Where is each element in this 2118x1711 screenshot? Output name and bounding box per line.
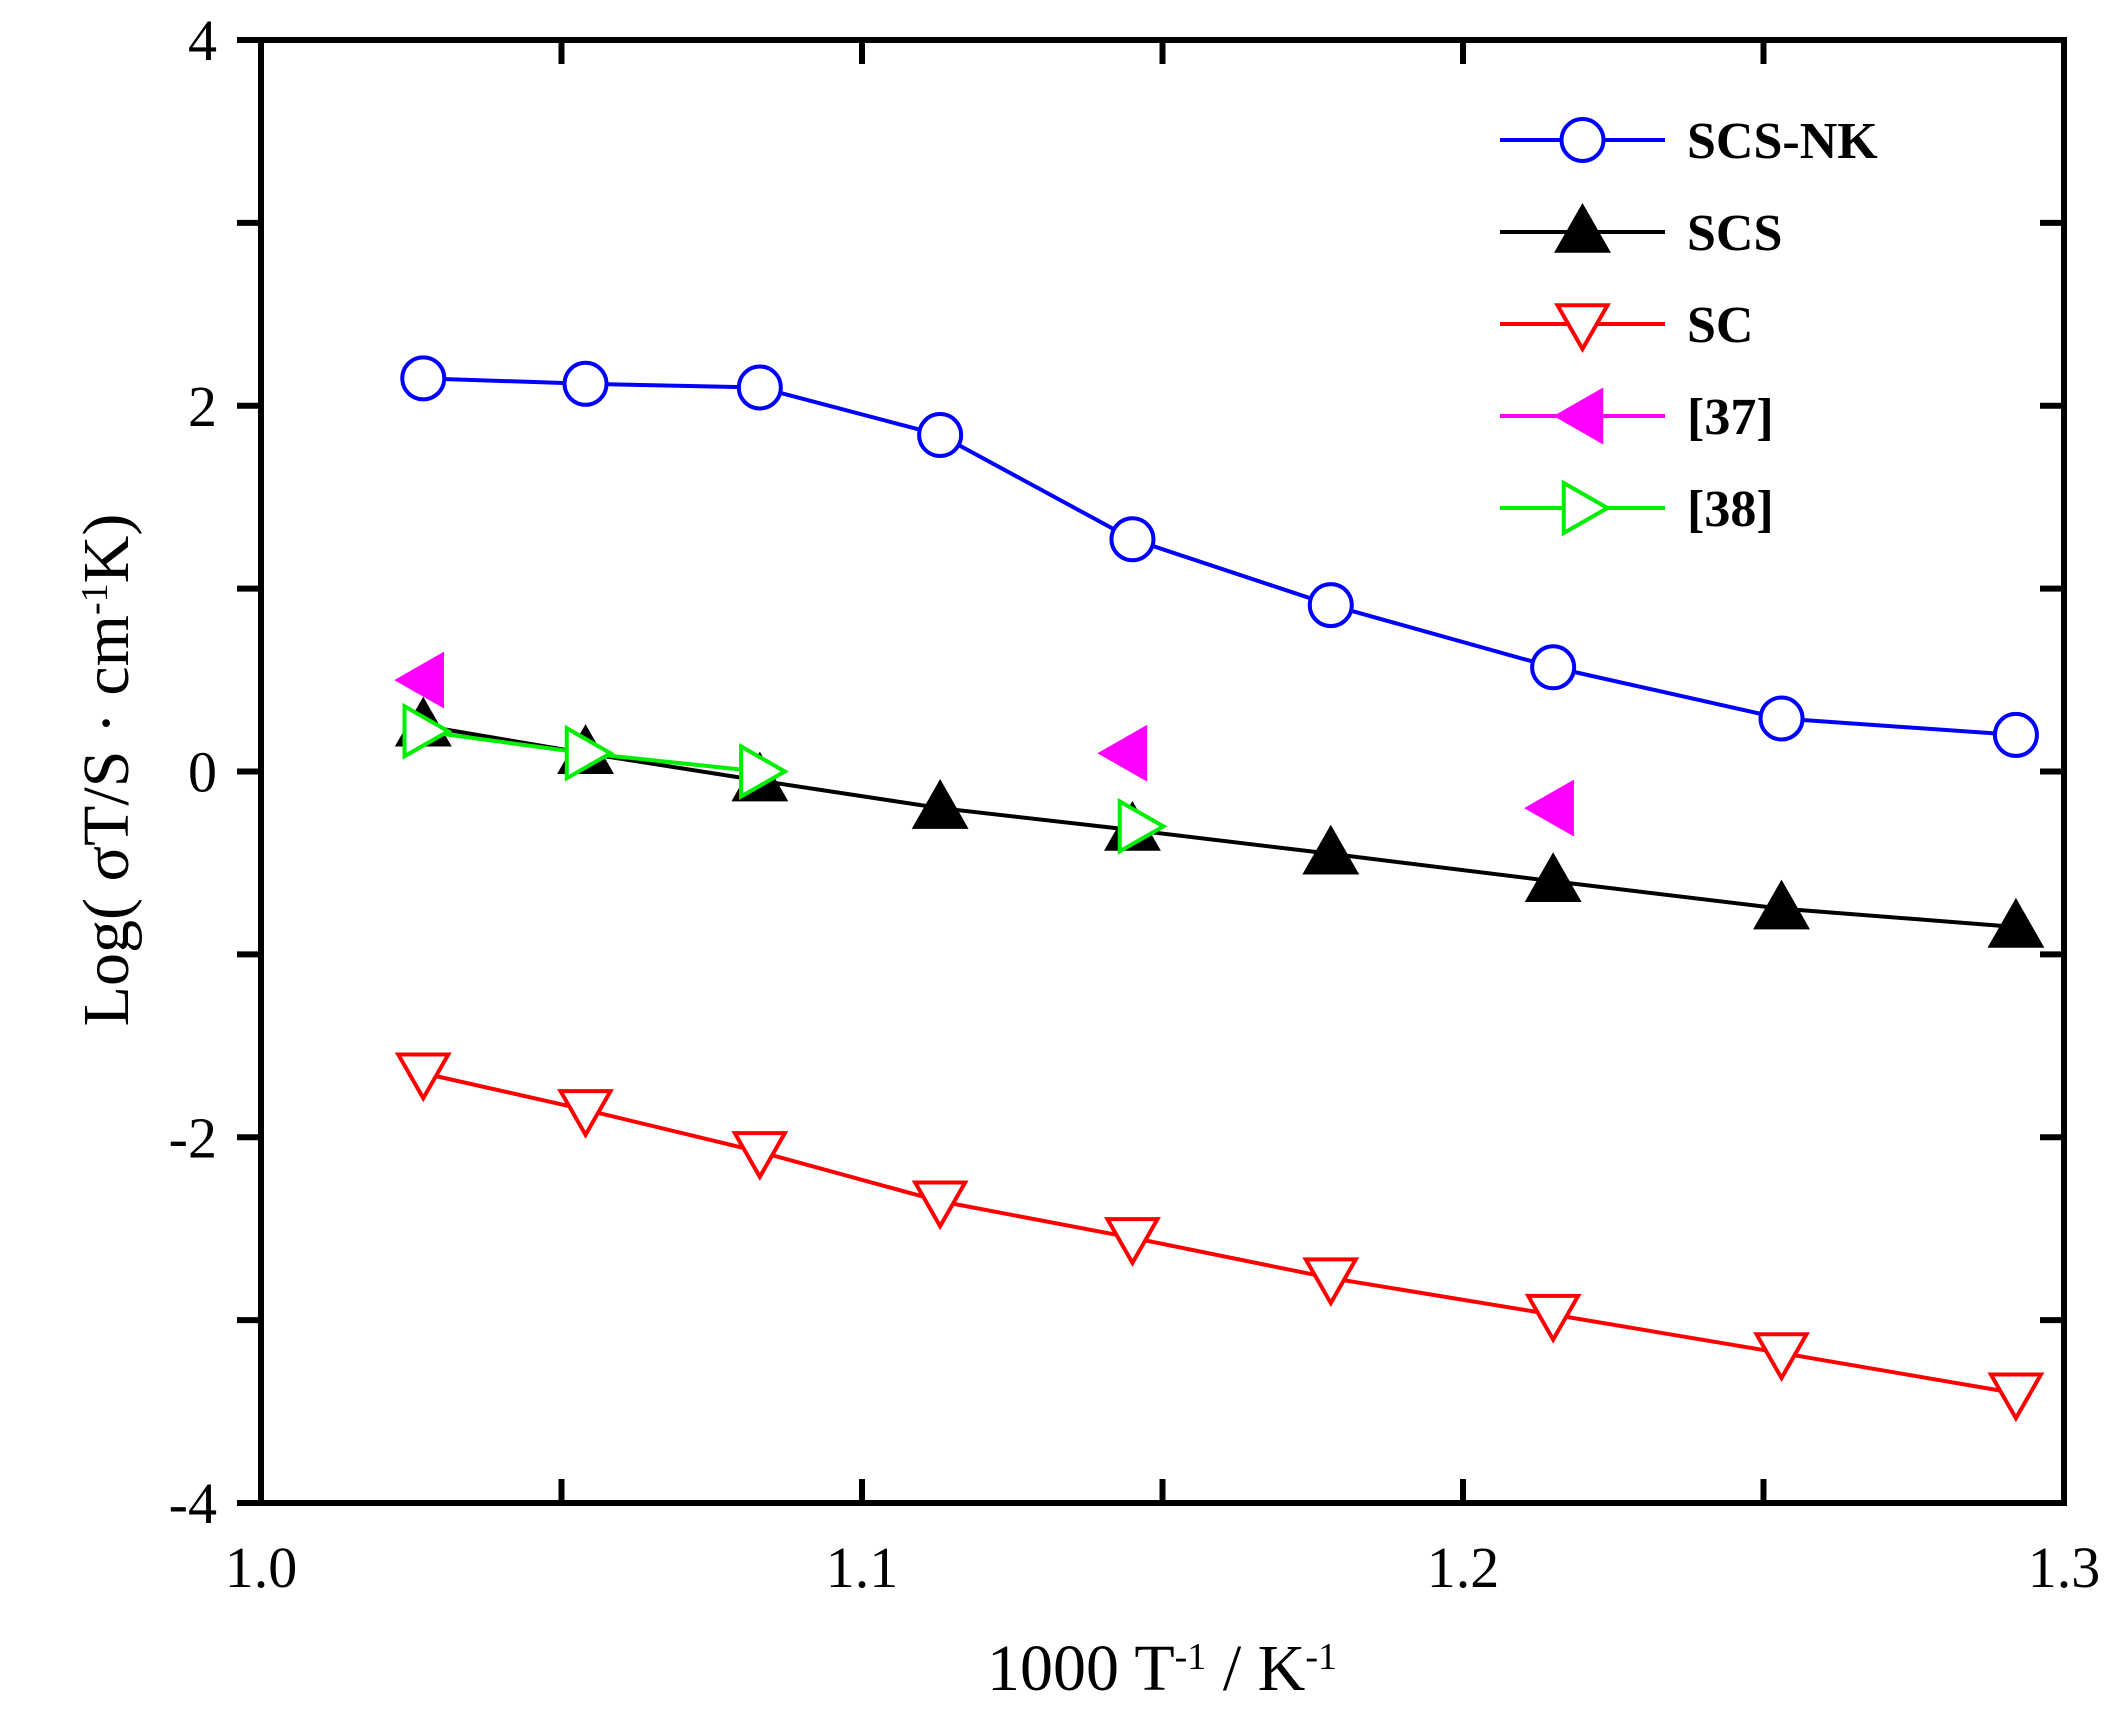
data-point-scs bbox=[911, 779, 969, 829]
data-point-38 bbox=[564, 724, 615, 782]
series-37 bbox=[394, 651, 1574, 837]
data-point-scs-nk bbox=[1530, 644, 1577, 691]
y-tick-label: -4 bbox=[169, 1471, 217, 1536]
legend-marker bbox=[1553, 387, 1604, 445]
legend-marker bbox=[1559, 117, 1606, 163]
legend-label: [38] bbox=[1687, 481, 1774, 538]
data-point-sc bbox=[1104, 1217, 1161, 1267]
y-tick-label: -2 bbox=[169, 1105, 217, 1170]
legend-marker bbox=[1554, 303, 1611, 354]
x-axis-title-sup-1: -1 bbox=[1175, 1636, 1207, 1678]
data-point-scs-nk bbox=[917, 412, 964, 459]
y-axis-title-sup: -1 bbox=[74, 583, 116, 615]
x-axis-title-sup-2: -1 bbox=[1305, 1636, 1337, 1678]
data-point-scs bbox=[1524, 852, 1582, 902]
data-point-sc bbox=[394, 1052, 452, 1103]
legend-label: SCS bbox=[1687, 205, 1782, 262]
y-tick-label: 0 bbox=[188, 740, 217, 805]
data-point-sc bbox=[911, 1180, 969, 1231]
legend-item-37: [37] bbox=[1500, 387, 1774, 446]
legend-marker bbox=[1561, 479, 1612, 537]
data-point-37 bbox=[1524, 779, 1574, 837]
data-point-scs-nk bbox=[1307, 582, 1354, 629]
series-38 bbox=[402, 702, 1168, 855]
legend-item-38: [38] bbox=[1500, 479, 1774, 538]
data-point-scs-nk bbox=[1109, 516, 1156, 563]
data-point-sc bbox=[1302, 1257, 1360, 1308]
data-point-scs-nk bbox=[1992, 711, 2039, 758]
y-tick-label: 4 bbox=[188, 8, 217, 73]
y-axis-title: Log( σT/S · cm-1K) bbox=[70, 514, 143, 1027]
legend-item-scs: SCS bbox=[1500, 202, 1782, 262]
data-point-scs-nk bbox=[736, 364, 783, 411]
data-point-38 bbox=[402, 702, 453, 760]
x-tick-label: 1.2 bbox=[1427, 1535, 1500, 1600]
data-point-scs-nk bbox=[562, 360, 609, 407]
data-point-38 bbox=[739, 743, 789, 800]
x-tick-label: 1.0 bbox=[225, 1535, 298, 1600]
data-point-scs bbox=[1753, 879, 1810, 930]
data-point-sc bbox=[1987, 1372, 2045, 1423]
data-point-38 bbox=[1117, 797, 1168, 855]
data-point-sc bbox=[731, 1131, 789, 1181]
legend-item-scs-nk: SCS-NK bbox=[1500, 113, 1878, 170]
legend-label: SCS-NK bbox=[1687, 113, 1878, 170]
series-layer bbox=[394, 355, 2045, 1423]
series-line-scs-nk bbox=[423, 376, 2017, 737]
y-axis-title-end: K) bbox=[70, 514, 143, 584]
x-axis-title-unit: / K bbox=[1206, 1632, 1305, 1705]
data-point-37 bbox=[394, 651, 445, 709]
y-axis-title-main: Log( σT/S · cm bbox=[70, 615, 143, 1026]
x-axis-title: 1000 T-1 / K-1 bbox=[987, 1632, 1337, 1705]
data-point-scs-nk bbox=[400, 355, 447, 402]
legend-marker bbox=[1554, 202, 1611, 253]
data-point-sc bbox=[1524, 1293, 1582, 1344]
plot-frame bbox=[258, 37, 2067, 1506]
data-point-37 bbox=[1097, 724, 1148, 782]
y-tick-label: 2 bbox=[188, 374, 217, 439]
data-point-sc bbox=[1753, 1332, 1810, 1383]
legend-label: SC bbox=[1687, 297, 1753, 354]
legend-item-sc: SC bbox=[1500, 297, 1753, 354]
legend-label: [37] bbox=[1687, 389, 1774, 446]
legend: SCS-NK SCS SC [37] [38] bbox=[1500, 113, 1878, 538]
axes-layer: 1.0 1.1 1.2 1.3 -4 -2 0 2 4 bbox=[169, 8, 2101, 1600]
data-point-sc bbox=[557, 1089, 614, 1139]
series-sc bbox=[394, 1052, 2045, 1423]
x-tick-label: 1.3 bbox=[2028, 1535, 2101, 1600]
series-scs-nk bbox=[400, 355, 2039, 758]
data-point-scs bbox=[1302, 824, 1360, 875]
data-point-scs bbox=[1987, 897, 2045, 948]
x-axis-title-main: 1000 T bbox=[987, 1632, 1175, 1705]
series-scs bbox=[394, 696, 2045, 948]
data-point-scs-nk bbox=[1758, 695, 1805, 742]
x-tick-label: 1.1 bbox=[826, 1535, 899, 1600]
